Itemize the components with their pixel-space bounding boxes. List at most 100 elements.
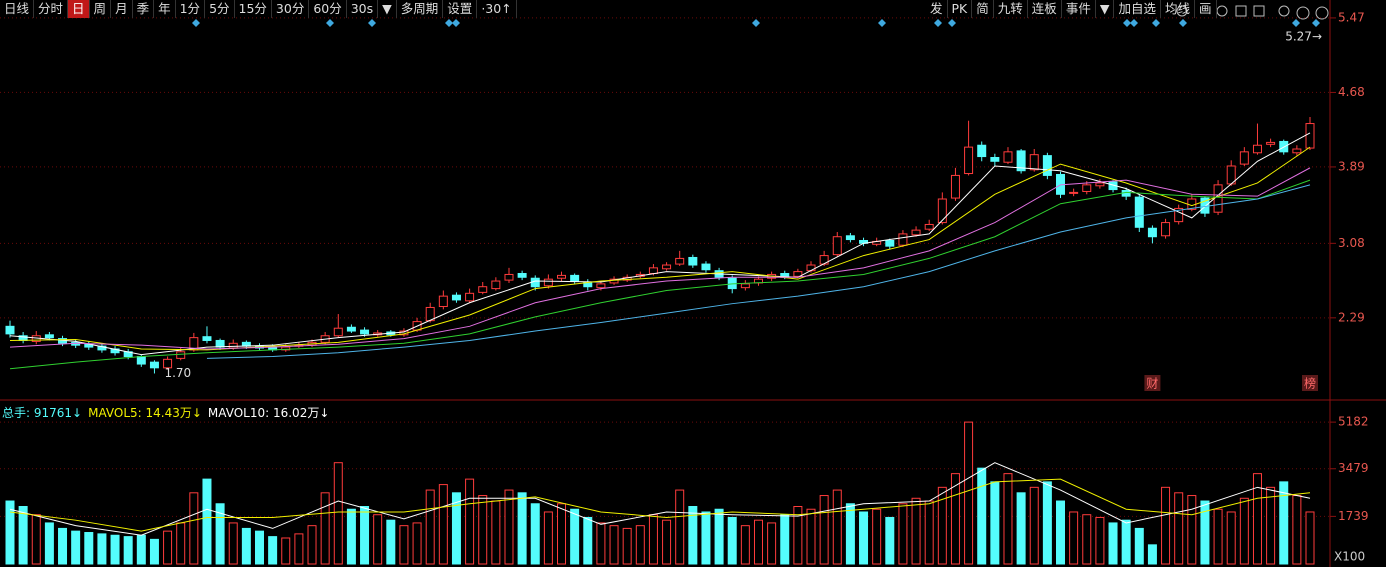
volume-bar (71, 530, 81, 565)
volume-bar (307, 525, 317, 565)
candle-body (360, 329, 370, 335)
price-annotation: 1.70 (164, 366, 191, 380)
toolbar-button[interactable]: 5分 (205, 0, 235, 18)
legend-item: MAVOL5: 14.43万↓ (88, 406, 202, 420)
candle-body (648, 267, 658, 275)
toolbar-button[interactable]: 多周期 (397, 0, 444, 18)
volume-bar (675, 489, 685, 565)
candle-body (701, 263, 711, 271)
volume-bar (662, 519, 672, 565)
toolbar-button[interactable]: 分时 (34, 0, 69, 18)
volume-bar (1069, 511, 1079, 565)
candle-body (44, 334, 54, 339)
toolbar-button[interactable]: 加自选 (1114, 0, 1161, 18)
toolbar-button[interactable]: ▼ (378, 0, 397, 18)
volume-bar (635, 525, 645, 565)
volume-bar (1095, 516, 1105, 565)
volume-bar (189, 492, 199, 565)
candle-body (136, 356, 146, 365)
volume-bar (478, 495, 488, 565)
y-tick-label: 5182 (1338, 415, 1369, 429)
toolbar-button[interactable]: 30s (347, 0, 379, 18)
volume-bar (1134, 527, 1144, 565)
candle-body (662, 264, 672, 270)
toolbar-button[interactable]: 60分 (309, 0, 347, 18)
candle-body (845, 235, 855, 241)
volume-bar (740, 525, 750, 565)
toolbar-button[interactable]: 月 (111, 0, 133, 18)
toolbar-button[interactable]: 季 (133, 0, 155, 18)
volume-bar (622, 527, 632, 565)
candle-body (1134, 196, 1144, 228)
candle-body (1095, 182, 1105, 187)
toolbar-button[interactable]: 周 (90, 0, 112, 18)
volume-bar (1174, 492, 1184, 565)
toolbar-button[interactable]: 均线 (1161, 0, 1195, 18)
volume-bar (254, 530, 264, 565)
volume-bar (346, 508, 356, 565)
volume-bar (97, 533, 107, 565)
candle-body (202, 336, 212, 341)
volume-bar (176, 522, 186, 565)
toolbar-button[interactable]: 简 (972, 0, 994, 18)
toolbar-button[interactable]: 设置 (443, 0, 478, 18)
volume-bar (872, 508, 882, 565)
legend-item: MAVOL10: 16.02万↓ (207, 406, 330, 420)
toolbar-button[interactable]: 日 (68, 0, 90, 18)
candle-body (438, 295, 448, 308)
toolbar-button[interactable]: 年 (154, 0, 176, 18)
toolbar-button[interactable]: ·30↑ (477, 0, 517, 18)
volume-bar (898, 503, 908, 565)
toolbar-button[interactable]: 九转 (994, 0, 1028, 18)
volume-bar (1226, 511, 1236, 565)
moving-average-line (206, 184, 1311, 359)
toolbar-button[interactable]: 日线 (0, 0, 35, 18)
volume-bar (320, 492, 330, 565)
volume-bar (701, 511, 711, 565)
candle-body (1003, 151, 1013, 163)
candle-body (977, 144, 987, 158)
volume-bar (793, 506, 803, 565)
candle-body (228, 342, 238, 349)
volume-bar (753, 519, 763, 565)
volume-bar (1003, 473, 1013, 565)
candle-body (832, 236, 842, 256)
candle-body (451, 294, 461, 301)
toolbar-button[interactable]: 1分 (176, 0, 206, 18)
volume-bar (714, 508, 724, 565)
volume-bar (583, 516, 593, 565)
volume-bar (491, 500, 501, 565)
toolbar-button[interactable]: 15分 (235, 0, 272, 18)
volume-bar (1042, 481, 1052, 565)
candle-body (793, 271, 803, 277)
volume-bar (727, 516, 737, 565)
toolbar-button[interactable]: 发 (926, 0, 948, 18)
volume-bar (1187, 495, 1197, 565)
volume-bar (360, 506, 370, 565)
candle-body (1029, 154, 1039, 171)
candle-body (570, 274, 580, 282)
volume-bar (1121, 519, 1131, 565)
toolbar-button[interactable]: 连板 (1028, 0, 1062, 18)
toolbar-button[interactable]: 30分 (272, 0, 310, 18)
volume-bar (688, 506, 698, 565)
candle-body (1042, 155, 1052, 176)
volume-bar (84, 532, 94, 565)
toolbar-button[interactable]: ▼ (1096, 0, 1115, 18)
moving-average-line (9, 167, 1311, 350)
volume-bar (5, 500, 15, 565)
volume-bar (1108, 522, 1118, 565)
volume-bar (58, 527, 68, 565)
toolbar-icons[interactable] (1176, 5, 1329, 20)
toolbar-button[interactable]: 画 (1195, 0, 1217, 18)
toolbar-button[interactable]: 事件 (1062, 0, 1096, 18)
volume-status: 总手: 91761↓ MAVOL5: 14.43万↓ MAVOL10: 16.02万… (2, 404, 329, 421)
volume-bar (1161, 486, 1171, 565)
volume-bar (451, 492, 461, 565)
volume-bar (18, 506, 28, 565)
candle-body (5, 325, 15, 335)
candle-body (281, 346, 291, 351)
toolbar-button[interactable]: PK (948, 0, 973, 18)
volume-bar (924, 500, 934, 565)
